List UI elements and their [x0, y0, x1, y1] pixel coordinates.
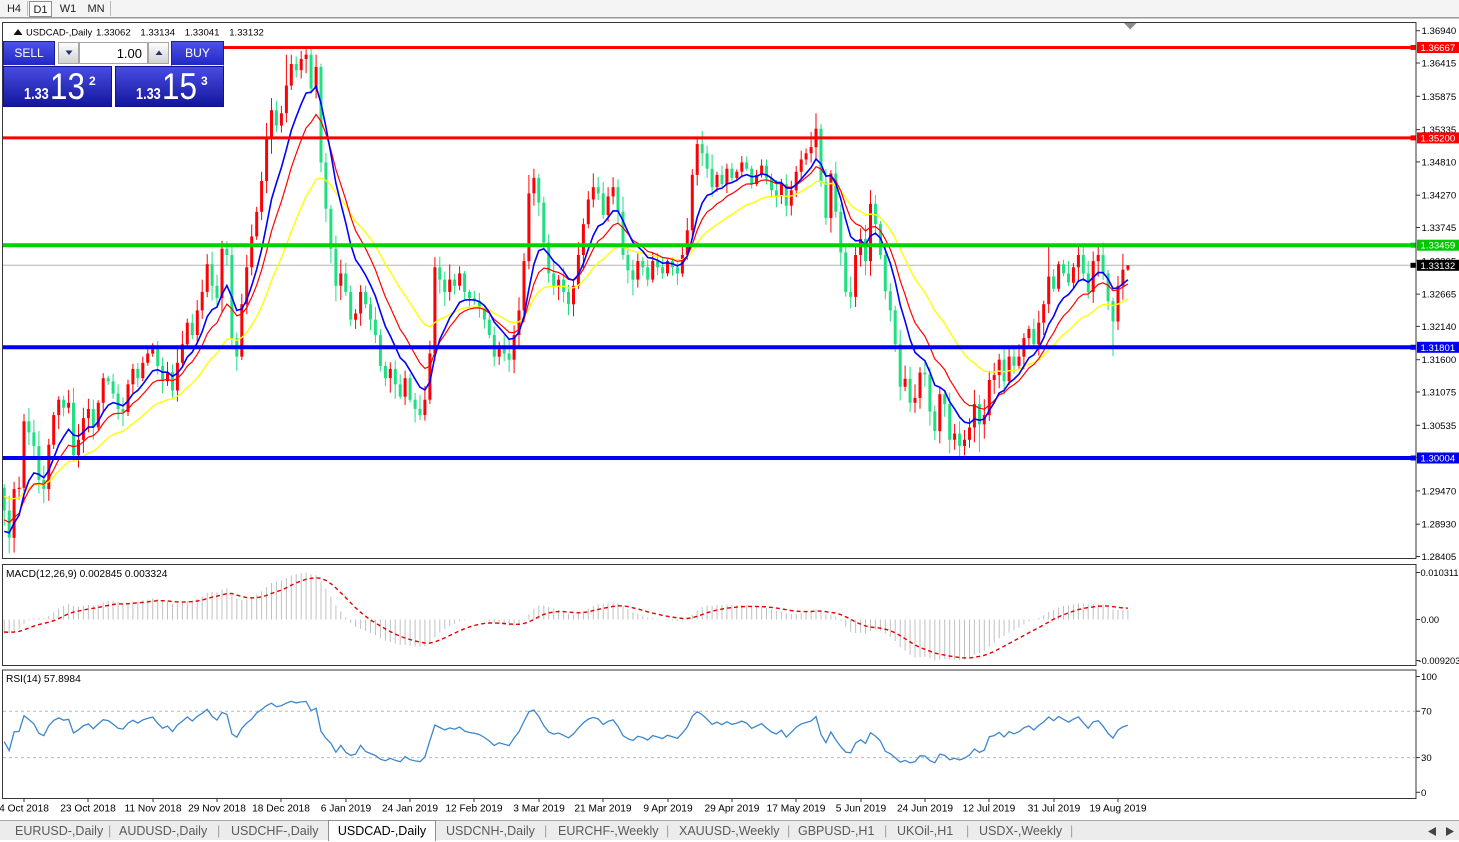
svg-text:9 Apr 2019: 9 Apr 2019 [643, 804, 693, 815]
svg-text:USDCAD-,Daily: USDCAD-,Daily [26, 27, 92, 38]
svg-text:1.35875: 1.35875 [1422, 92, 1457, 103]
svg-text:0.010311: 0.010311 [1421, 568, 1459, 578]
svg-text:1.33062: 1.33062 [96, 28, 131, 39]
svg-text:-0.009203: -0.009203 [1419, 656, 1459, 666]
svg-text:12 Feb 2019: 12 Feb 2019 [445, 804, 503, 815]
svg-text:21 Mar 2019: 21 Mar 2019 [574, 804, 632, 815]
svg-text:24 Jan 2019: 24 Jan 2019 [382, 804, 438, 815]
svg-text:MACD(12,26,9) 0.002845 0.00332: MACD(12,26,9) 0.002845 0.003324 [6, 569, 168, 580]
svg-text:1.31600: 1.31600 [1422, 355, 1457, 366]
svg-text:6 Jan 2019: 6 Jan 2019 [321, 804, 372, 815]
svg-text:1.36667: 1.36667 [1421, 43, 1456, 54]
svg-text:1.33041: 1.33041 [185, 28, 220, 39]
svg-text:1.33132: 1.33132 [1421, 261, 1456, 272]
svg-text:11 Nov 2018: 11 Nov 2018 [124, 804, 181, 815]
svg-text:29 Nov 2018: 29 Nov 2018 [188, 804, 246, 815]
svg-text:1.34270: 1.34270 [1422, 191, 1457, 202]
svg-text:24 Jun 2019: 24 Jun 2019 [897, 804, 953, 815]
svg-text:31 Jul 2019: 31 Jul 2019 [1028, 804, 1081, 815]
svg-text:1.28405: 1.28405 [1422, 552, 1457, 563]
svg-text:100: 100 [1421, 672, 1437, 683]
svg-text:1.30535: 1.30535 [1422, 421, 1457, 432]
svg-text:70: 70 [1421, 707, 1432, 718]
svg-text:1.32665: 1.32665 [1422, 290, 1457, 301]
svg-text:23 Oct 2018: 23 Oct 2018 [60, 804, 116, 815]
svg-text:1.32140: 1.32140 [1422, 322, 1457, 333]
svg-text:18 Dec 2018: 18 Dec 2018 [252, 804, 310, 815]
svg-text:30: 30 [1421, 753, 1432, 764]
svg-text:1.33459: 1.33459 [1421, 241, 1456, 252]
svg-text:RSI(14) 57.8984: RSI(14) 57.8984 [6, 674, 81, 685]
svg-text:0: 0 [1421, 788, 1426, 799]
svg-text:1.28930: 1.28930 [1422, 520, 1457, 531]
svg-text:1.33134: 1.33134 [140, 28, 175, 39]
svg-text:1.31075: 1.31075 [1422, 388, 1457, 399]
svg-text:3 Mar 2019: 3 Mar 2019 [513, 804, 565, 815]
svg-text:1.31801: 1.31801 [1421, 343, 1456, 354]
svg-text:1.36940: 1.36940 [1422, 26, 1457, 37]
svg-text:5 Jun 2019: 5 Jun 2019 [836, 804, 887, 815]
svg-text:1.34810: 1.34810 [1422, 157, 1457, 168]
svg-text:1.30004: 1.30004 [1421, 454, 1456, 465]
svg-text:1.33132: 1.33132 [229, 28, 264, 39]
svg-text:0.00: 0.00 [1421, 615, 1439, 625]
svg-text:1.35200: 1.35200 [1421, 133, 1456, 144]
svg-text:4 Oct 2018: 4 Oct 2018 [0, 804, 49, 815]
svg-text:17 May 2019: 17 May 2019 [767, 804, 826, 815]
svg-text:29 Apr 2019: 29 Apr 2019 [705, 804, 760, 815]
svg-text:1.29470: 1.29470 [1422, 486, 1457, 497]
svg-text:12 Jul 2019: 12 Jul 2019 [963, 804, 1016, 815]
svg-text:1.36415: 1.36415 [1422, 59, 1457, 70]
svg-text:19 Aug 2019: 19 Aug 2019 [1089, 804, 1147, 815]
svg-text:1.33745: 1.33745 [1422, 223, 1457, 234]
